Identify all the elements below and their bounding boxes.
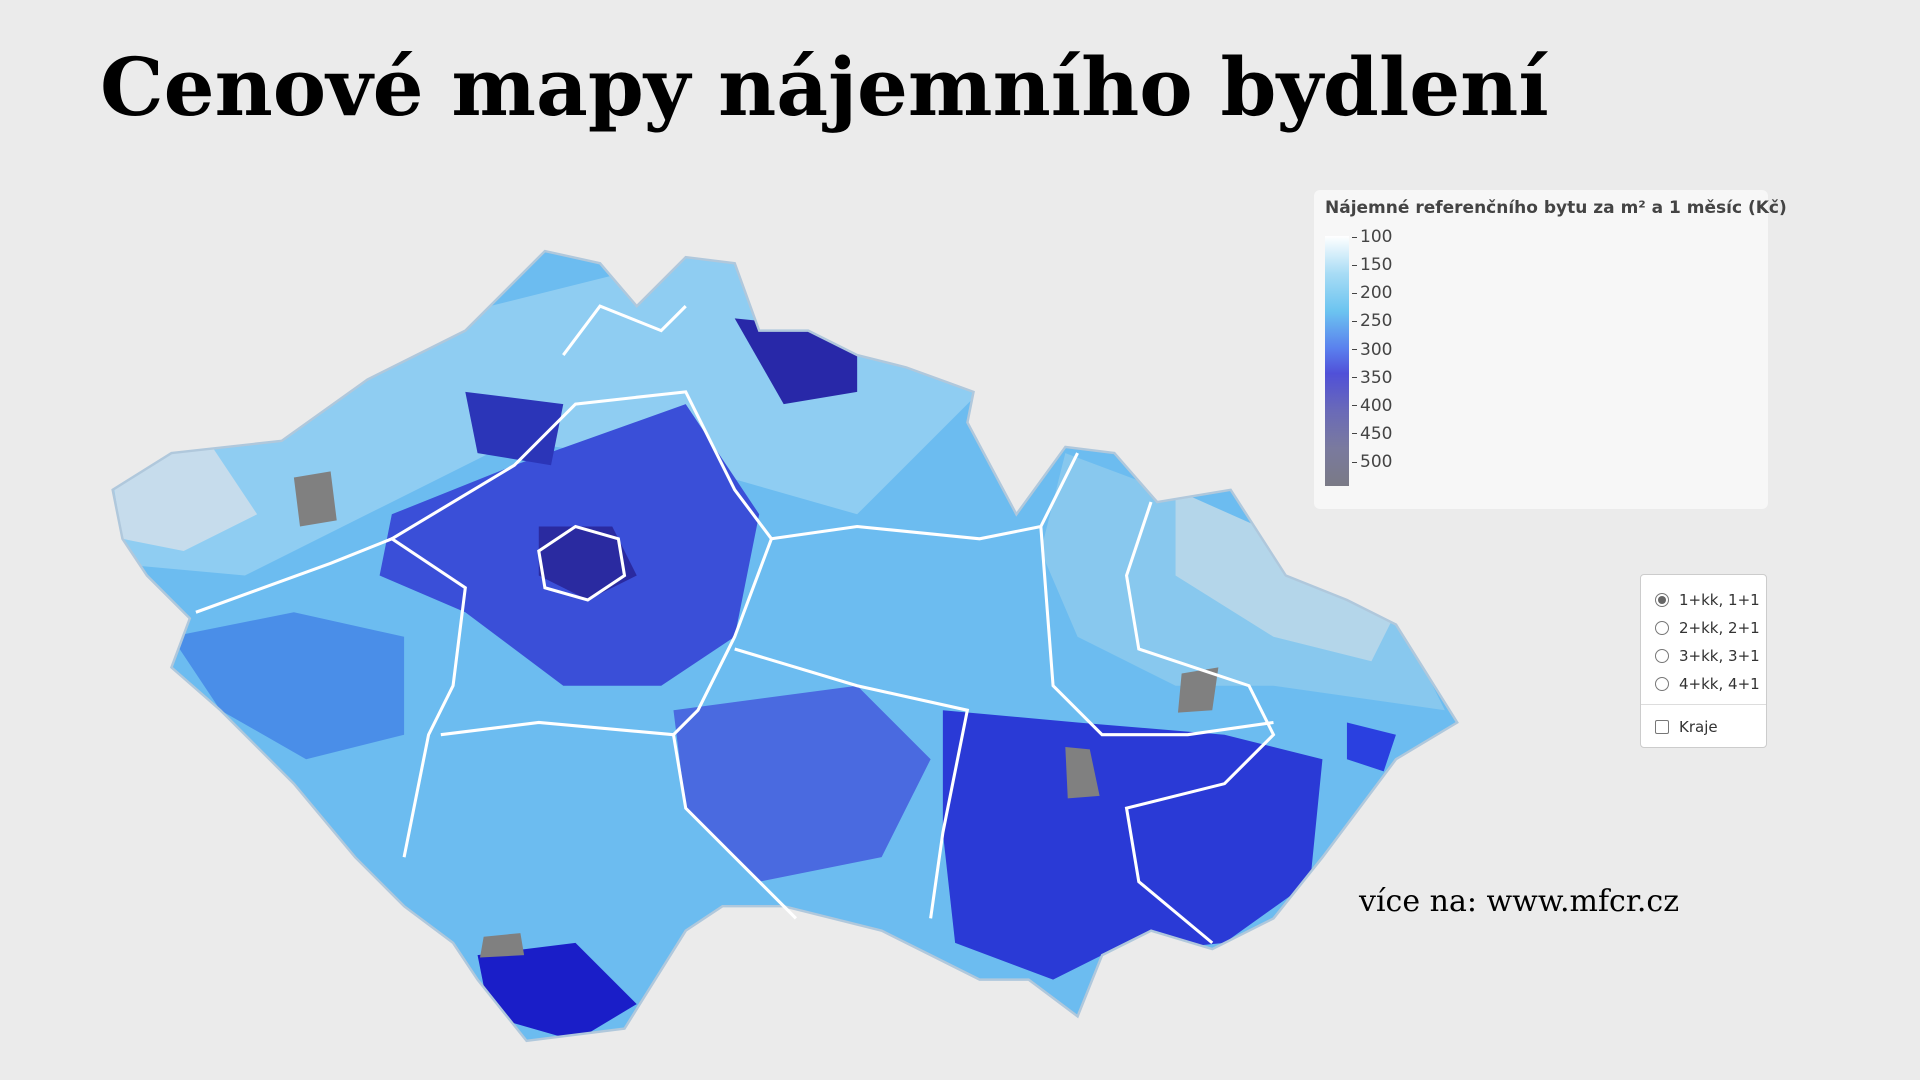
legend-tick: 450 [1352, 424, 1392, 444]
radio-button[interactable] [1655, 649, 1669, 663]
radio-button[interactable] [1655, 677, 1669, 691]
legend-tick: 500 [1352, 452, 1392, 472]
radio-label: 1+kk, 1+1 [1679, 591, 1760, 609]
checkbox-label: Kraje [1679, 718, 1718, 736]
radio-button[interactable] [1655, 621, 1669, 635]
checkbox[interactable] [1655, 720, 1669, 734]
legend: Nájemné referenčního bytu za m² a 1 měsí… [1314, 190, 1787, 509]
legend-tick: 400 [1352, 396, 1392, 416]
legend-title: Nájemné referenčního bytu za m² a 1 měsí… [1325, 198, 1787, 218]
checkbox-option[interactable]: Kraje [1655, 718, 1718, 736]
title: Cenové mapy nájemního bydlení [100, 40, 1549, 134]
radio-label: 3+kk, 3+1 [1679, 647, 1760, 665]
region-borders [111, 250, 1459, 1042]
separator [1641, 704, 1766, 705]
footer-link: více na: www.mfcr.cz [1359, 884, 1680, 919]
radio-option[interactable]: 4+kk, 4+1 [1655, 675, 1760, 693]
legend-tick: 350 [1352, 368, 1392, 388]
radio-button[interactable] [1655, 593, 1669, 607]
legend-tick: 150 [1352, 255, 1392, 275]
layer-control: 1+kk, 1+1 2+kk, 2+1 3+kk, 3+1 4+kk, 4+1 Kra… [1640, 574, 1767, 748]
legend-tick: 300 [1352, 340, 1392, 360]
legend-tick: 200 [1352, 283, 1392, 303]
color-scale [1325, 236, 1349, 486]
legend-tick: 250 [1352, 311, 1392, 331]
radio-option[interactable]: 2+kk, 2+1 [1655, 619, 1760, 637]
radio-label: 4+kk, 4+1 [1679, 675, 1760, 693]
legend-tick: 100 [1352, 227, 1392, 247]
radio-option[interactable]: 3+kk, 3+1 [1655, 647, 1760, 665]
radio-option[interactable]: 1+kk, 1+1 [1655, 591, 1760, 609]
radio-label: 2+kk, 2+1 [1679, 619, 1760, 637]
